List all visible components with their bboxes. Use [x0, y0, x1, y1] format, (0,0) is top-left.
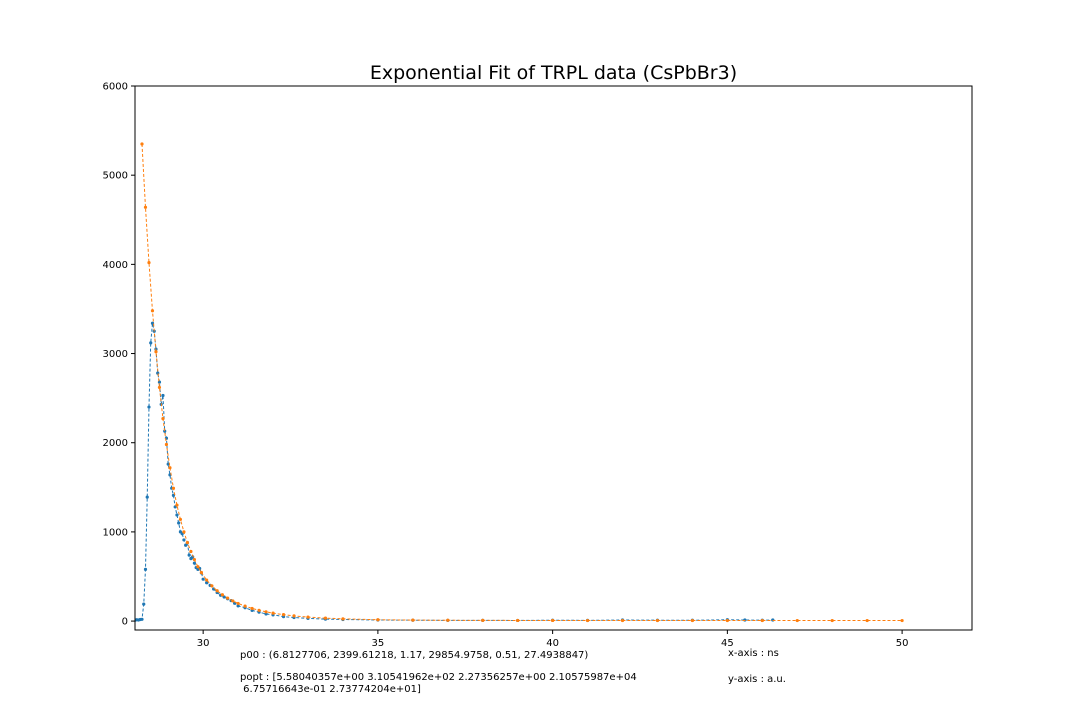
series-1-point — [175, 513, 179, 517]
y-tick-label: 1000 — [103, 527, 128, 538]
series-2-point — [189, 549, 193, 554]
y-tick-label: 3000 — [103, 349, 128, 360]
series-2-point — [231, 599, 235, 603]
series-2-point — [481, 618, 485, 622]
series-2-point — [655, 618, 660, 623]
series-1-point — [149, 341, 153, 345]
x-axis-unit-note: x-axis : ns — [728, 648, 779, 659]
series-1-point — [182, 538, 186, 542]
series-2-point — [620, 618, 625, 623]
series-1-point — [177, 521, 181, 525]
series-2-point — [865, 618, 869, 623]
series-1-point — [192, 561, 197, 565]
series-2-point — [795, 618, 799, 623]
series-1-point — [743, 618, 747, 622]
series-1-point — [187, 553, 191, 557]
series-2-point — [585, 618, 590, 623]
series-1-point — [161, 393, 165, 398]
series-2-point — [376, 618, 380, 622]
series-2-point — [205, 578, 209, 582]
series-1-point — [140, 617, 144, 621]
x-tick-label: 35 — [372, 638, 385, 649]
plot-frame — [134, 85, 973, 631]
series-1-point — [163, 429, 167, 433]
p00-annotation: p00 : (6.8127706, 2399.61218, 1.17, 2985… — [240, 650, 589, 661]
series-1-point — [205, 581, 209, 585]
series-2-point — [161, 417, 165, 421]
series-2-point — [178, 517, 183, 522]
series-2-point — [150, 309, 155, 313]
series-2-point — [171, 486, 176, 490]
series-2-point — [760, 618, 764, 623]
series-2-point — [292, 614, 296, 618]
series-1-point — [147, 405, 151, 409]
series-1-point — [143, 567, 148, 571]
series-2-point — [182, 530, 186, 534]
y-tick-label: 5000 — [103, 171, 128, 182]
y-tick-label: 6000 — [103, 82, 128, 93]
series-2-point — [516, 618, 520, 623]
series-1-point — [771, 618, 775, 622]
series-2-point — [900, 618, 904, 623]
series-1-point — [142, 602, 146, 606]
series-1-point — [145, 495, 149, 499]
series-2-point — [243, 604, 247, 608]
series-2-point — [236, 601, 240, 606]
y-tick-label: 4000 — [103, 260, 128, 271]
series-2-point — [264, 610, 268, 614]
x-tick-label: 30 — [197, 638, 210, 649]
series-1-point — [184, 543, 188, 547]
series-1-point — [201, 577, 205, 581]
series-2-point — [157, 385, 162, 390]
series-2-point — [199, 570, 203, 575]
series-2-point — [175, 503, 179, 507]
popt-annotation-line1: popt : [5.58040357e+00 3.10541962e+02 2.… — [240, 672, 637, 683]
x-tick-label: 50 — [896, 638, 909, 649]
plot-area — [135, 86, 972, 630]
series-2-point — [154, 350, 158, 354]
series-2-point — [147, 260, 151, 265]
series-2-point — [164, 442, 169, 447]
y-tick-label: 0 — [122, 617, 128, 628]
series-1-line — [135, 323, 773, 621]
series-2-point — [341, 617, 345, 621]
x-tick-label: 45 — [721, 638, 734, 649]
series-2-point — [168, 466, 172, 470]
series-2-point — [140, 142, 144, 146]
series-2-point — [271, 611, 275, 615]
series-2-point — [690, 618, 695, 623]
series-2-point — [215, 589, 219, 593]
series-2-point — [210, 584, 214, 588]
series-2-point — [446, 618, 450, 622]
series-2-point — [220, 593, 224, 597]
series-2-point — [411, 618, 415, 622]
series-2-point — [281, 613, 286, 617]
series-2-point — [257, 608, 261, 612]
chart-title: Exponential Fit of TRPL data (CsPbBr3) — [369, 62, 738, 84]
series-1-point — [191, 555, 195, 559]
x-axis-ticks: 30 35 40 45 50 — [197, 630, 909, 649]
y-tick-label: 2000 — [103, 438, 128, 449]
series-2-point — [192, 557, 197, 562]
popt-annotation-line2: 6.75716643e-01 2.73774204e+01] — [240, 684, 421, 695]
series-2-point — [725, 618, 729, 623]
series-2-point — [551, 618, 555, 623]
series-layer — [135, 142, 904, 623]
series-2-point — [196, 565, 200, 569]
y-axis-ticks: 0 1000 2000 3000 4000 5000 6000 — [103, 82, 135, 628]
series-1-point — [236, 604, 240, 608]
series-2 — [140, 142, 904, 623]
series-2-point — [143, 205, 148, 209]
series-2-point — [250, 606, 254, 611]
y-axis-unit-note: y-axis : a.u. — [728, 674, 786, 685]
series-2-point — [323, 616, 328, 620]
series-1-point — [222, 595, 226, 599]
series-2-point — [830, 618, 834, 623]
series-2-point — [185, 541, 190, 545]
series-2-point — [226, 596, 230, 600]
series-2-point — [306, 615, 310, 619]
x-tick-label: 40 — [546, 638, 559, 649]
